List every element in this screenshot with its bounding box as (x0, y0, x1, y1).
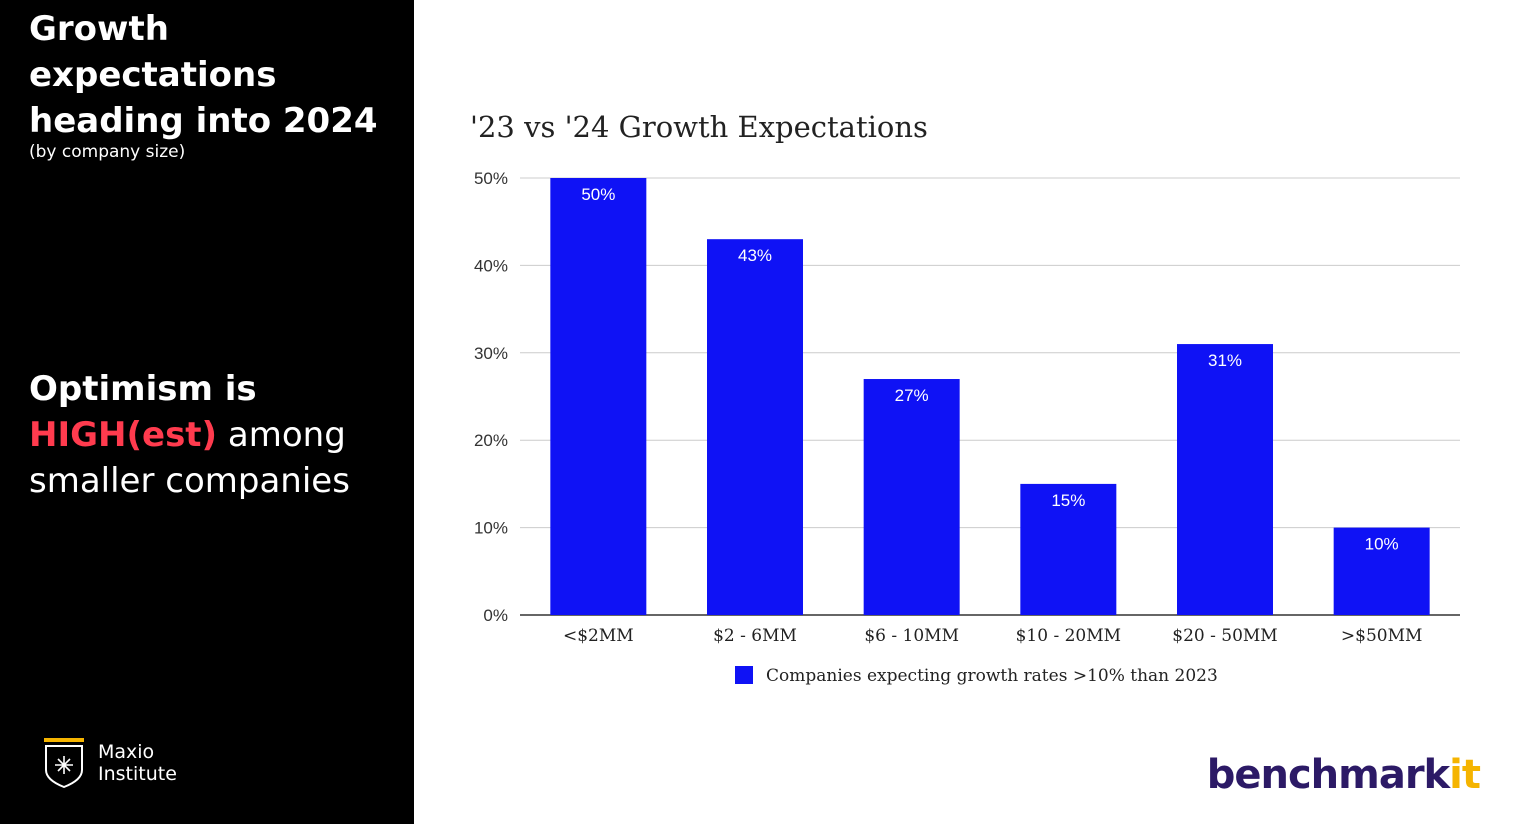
x-tick-label: $2 - 6MM (713, 626, 797, 646)
bar (707, 239, 803, 615)
bar-chart: 0% 10% 20% 30% 40% 50% 50% <$2MM 43% $2 - 6MM 27% $… (474, 169, 1460, 686)
logo-line1: Maxio (98, 741, 155, 763)
y-tick-label: 10% (474, 519, 508, 538)
key-message-line1: Optimism is (29, 369, 257, 409)
benchmarkit-logo: benchmarkit (1206, 752, 1481, 798)
page-heading: Growth expectations heading into 2024 (29, 9, 378, 141)
x-tick-label: >$50MM (1341, 626, 1423, 646)
data-label: 31% (1208, 351, 1242, 370)
legend-swatch (735, 666, 753, 684)
x-tick-label: $20 - 50MM (1172, 626, 1277, 646)
bar (1333, 527, 1430, 615)
key-message: Optimism is HIGH(est) among smaller comp… (29, 366, 409, 504)
data-label: 15% (1051, 491, 1085, 510)
data-label: 43% (738, 246, 772, 265)
y-tick-label: 0% (483, 606, 508, 625)
maxio-logo: Maxio Institute (44, 738, 177, 788)
y-tick-label: 50% (474, 169, 508, 188)
x-tick-label: <$2MM (563, 626, 634, 646)
y-tick-label: 40% (474, 256, 508, 275)
bar (550, 178, 647, 615)
brand-name-main: benchmark (1206, 752, 1450, 798)
data-label: 50% (581, 185, 615, 204)
data-label: 10% (1365, 535, 1399, 554)
chart-title: '23 vs '24 Growth Expectations (470, 110, 928, 144)
brand-name-accent: it (1449, 752, 1481, 798)
y-tick-label: 20% (474, 431, 508, 450)
logo-line2: Institute (98, 763, 177, 785)
x-tick-label: $10 - 20MM (1016, 626, 1121, 646)
y-tick-label: 30% (474, 344, 508, 363)
bar (863, 379, 960, 615)
data-label: 27% (895, 386, 929, 405)
page-subheading: (by company size) (29, 142, 186, 162)
key-message-rest: among smaller companies (29, 415, 350, 501)
key-message-highlight: HIGH(est) (29, 415, 218, 455)
bar (1177, 344, 1273, 615)
x-tick-label: $6 - 10MM (864, 626, 959, 646)
left-panel: Growth expectations heading into 2024 (b… (0, 0, 414, 824)
bar (1020, 483, 1117, 615)
legend-label: Companies expecting growth rates >10% th… (766, 666, 1218, 686)
shield-icon (44, 738, 84, 788)
